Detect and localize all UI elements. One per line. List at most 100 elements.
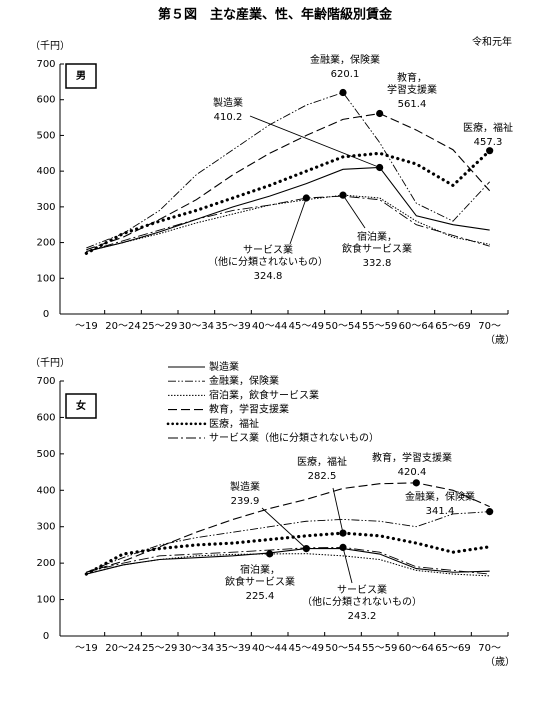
annotation-value: 324.8 [254, 271, 283, 282]
x-tick-label: 50～54 [325, 321, 360, 332]
y-tick-label: 200 [36, 238, 55, 249]
annotation-label: 金融業，保険業 [405, 490, 475, 503]
x-tick-label: 30～34 [179, 321, 214, 332]
annotation-value: 225.4 [246, 591, 275, 602]
y-tick-label: 100 [36, 595, 55, 606]
x-tick-label: 65～69 [435, 321, 470, 332]
series-line [86, 511, 490, 573]
x-axis-label: （歳） [485, 656, 515, 668]
y-tick-label: 700 [36, 376, 55, 387]
y-tick-label: 300 [36, 522, 55, 533]
highlight-point [486, 508, 494, 516]
annotation-label: 製造業 [230, 480, 260, 493]
panel-box [65, 393, 97, 419]
annotation-value: 561.4 [398, 99, 427, 110]
y-tick-label: 700 [36, 59, 55, 70]
x-tick-label: 25～29 [142, 643, 177, 654]
y-axis-label: （千円） [30, 40, 70, 52]
highlight-point [339, 191, 347, 199]
x-tick-label: 55～59 [362, 643, 397, 654]
highlight-point [486, 147, 494, 155]
annotation-label: （他に分類されないもの） [208, 255, 328, 268]
annotation-value: 620.1 [331, 69, 360, 80]
x-tick-label: 35～39 [215, 643, 250, 654]
y-tick-label: 400 [36, 166, 55, 177]
annotation-value: 341.4 [426, 506, 455, 517]
series-line [86, 546, 490, 575]
y-tick-label: 0 [43, 309, 49, 320]
annotation-label: 宿泊業， [240, 563, 280, 576]
annotation-label: 飲食サービス業 [225, 575, 295, 588]
highlight-point [412, 479, 420, 487]
panel-box [65, 63, 97, 89]
series-line [86, 553, 490, 577]
annotation-arrow [249, 115, 380, 168]
x-tick-label: 20～24 [105, 321, 140, 332]
legend-label: 製造業 [209, 360, 239, 373]
annotation-label: 飲食サービス業 [342, 242, 412, 255]
x-tick-label: ～19 [75, 643, 98, 654]
annotation-arrow [332, 487, 344, 534]
x-tick-label: 60～64 [399, 321, 434, 332]
annotation-value: 457.3 [474, 137, 503, 148]
annotation-value: 410.2 [214, 112, 243, 123]
y-tick-label: 100 [36, 273, 55, 284]
panel-label: 女 [76, 399, 86, 412]
annotation-label: 医療，福祉 [463, 121, 513, 134]
annotation-label: 製造業 [213, 96, 243, 109]
x-tick-label: 45～49 [289, 321, 324, 332]
x-tick-label: 55～59 [362, 321, 397, 332]
highlight-point [376, 109, 384, 118]
x-axis-label: （歳） [485, 334, 515, 346]
annotation-label: サービス業 [337, 583, 387, 596]
series-line [84, 531, 492, 576]
legend-label: 金融業，保険業 [209, 374, 279, 387]
highlight-point [339, 88, 347, 97]
annotation-value: 282.5 [308, 471, 337, 482]
legend-label: 医療，福祉 [209, 417, 259, 430]
x-tick-label: 20～24 [105, 643, 140, 654]
series-line [86, 166, 490, 253]
y-tick-label: 0 [43, 631, 49, 642]
x-tick-label: ～19 [75, 321, 98, 332]
y-tick-label: 500 [36, 449, 55, 460]
y-tick-label: 200 [36, 558, 55, 569]
annotation-value: 239.9 [231, 496, 260, 507]
annotation-arrow [342, 547, 353, 584]
y-axis-label: （千円） [30, 357, 70, 369]
y-tick-label: 400 [36, 485, 55, 496]
y-tick-label: 600 [36, 412, 55, 423]
x-tick-label: 25～29 [142, 321, 177, 332]
x-tick-label: 70～ [478, 643, 501, 654]
x-tick-label: 45～49 [289, 643, 324, 654]
x-tick-label: 40～44 [252, 321, 287, 332]
legend-label: サービス業（他に分類されないもの） [209, 431, 379, 444]
series-line [86, 92, 490, 249]
page-title: 第５図 主な産業、性、年齢階級別賃金 [158, 7, 393, 23]
series-line [86, 548, 490, 575]
annotation-arrow [261, 507, 307, 549]
highlight-point [266, 550, 274, 558]
annotation-label: 金融業，保険業 [310, 53, 380, 66]
annotation-value: 243.2 [348, 611, 377, 622]
x-tick-label: 70～ [478, 321, 501, 332]
highlight-point [302, 545, 310, 553]
annotation-label: サービス業 [243, 243, 293, 256]
series-line [86, 194, 490, 252]
legend-label: 宿泊業，飲食サービス業 [209, 388, 319, 401]
x-tick-label: 65～69 [435, 643, 470, 654]
highlight-point [376, 163, 384, 172]
series-line [86, 112, 491, 251]
highlight-point [339, 543, 347, 552]
annotation-label: （他に分類されないもの） [302, 595, 422, 608]
x-tick-label: 40～44 [252, 643, 287, 654]
x-tick-label: 35～39 [215, 321, 250, 332]
series-line [86, 195, 490, 252]
highlight-point [302, 194, 310, 202]
annotation-value: 420.4 [398, 467, 427, 478]
legend-label: 教育，学習支援業 [209, 403, 289, 416]
series-line [84, 149, 492, 255]
x-tick-label: 30～34 [179, 643, 214, 654]
x-tick-label: 60～64 [399, 643, 434, 654]
